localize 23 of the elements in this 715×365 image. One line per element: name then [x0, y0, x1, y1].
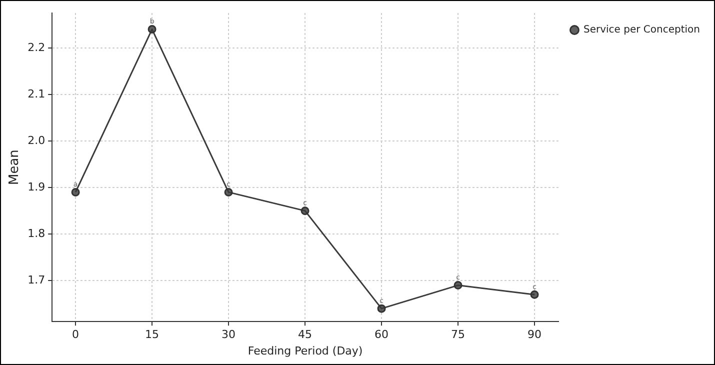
x-tick-label: 30 [222, 328, 236, 342]
y-tick-label: 1.9 [28, 180, 46, 194]
legend-label: Service per Conception [583, 24, 700, 36]
y-tick-label: 1.8 [28, 226, 46, 240]
point [71, 188, 80, 196]
x-tick-label: 75 [451, 328, 466, 342]
point [300, 206, 310, 216]
x-tick-label: 90 [528, 328, 542, 342]
point [377, 304, 386, 313]
y-axis-title: Mean [7, 150, 22, 186]
y-tick-label: 1.7 [28, 274, 46, 286]
x-tick-label: 45 [298, 328, 312, 342]
point [148, 25, 156, 34]
point [224, 188, 233, 196]
point [454, 281, 462, 290]
x-tick-label: 15 [145, 328, 160, 342]
x-tick-label: 60 [374, 328, 389, 342]
x-tick-label: 0 [72, 328, 80, 342]
y-tick-label: 2.2 [28, 40, 46, 54]
y-tick-label: 2.0 [28, 134, 46, 147]
y-tick-label: 2.1 [28, 87, 46, 100]
point [530, 290, 539, 299]
x-axis-title: Feeding Period (Day) [248, 344, 363, 358]
